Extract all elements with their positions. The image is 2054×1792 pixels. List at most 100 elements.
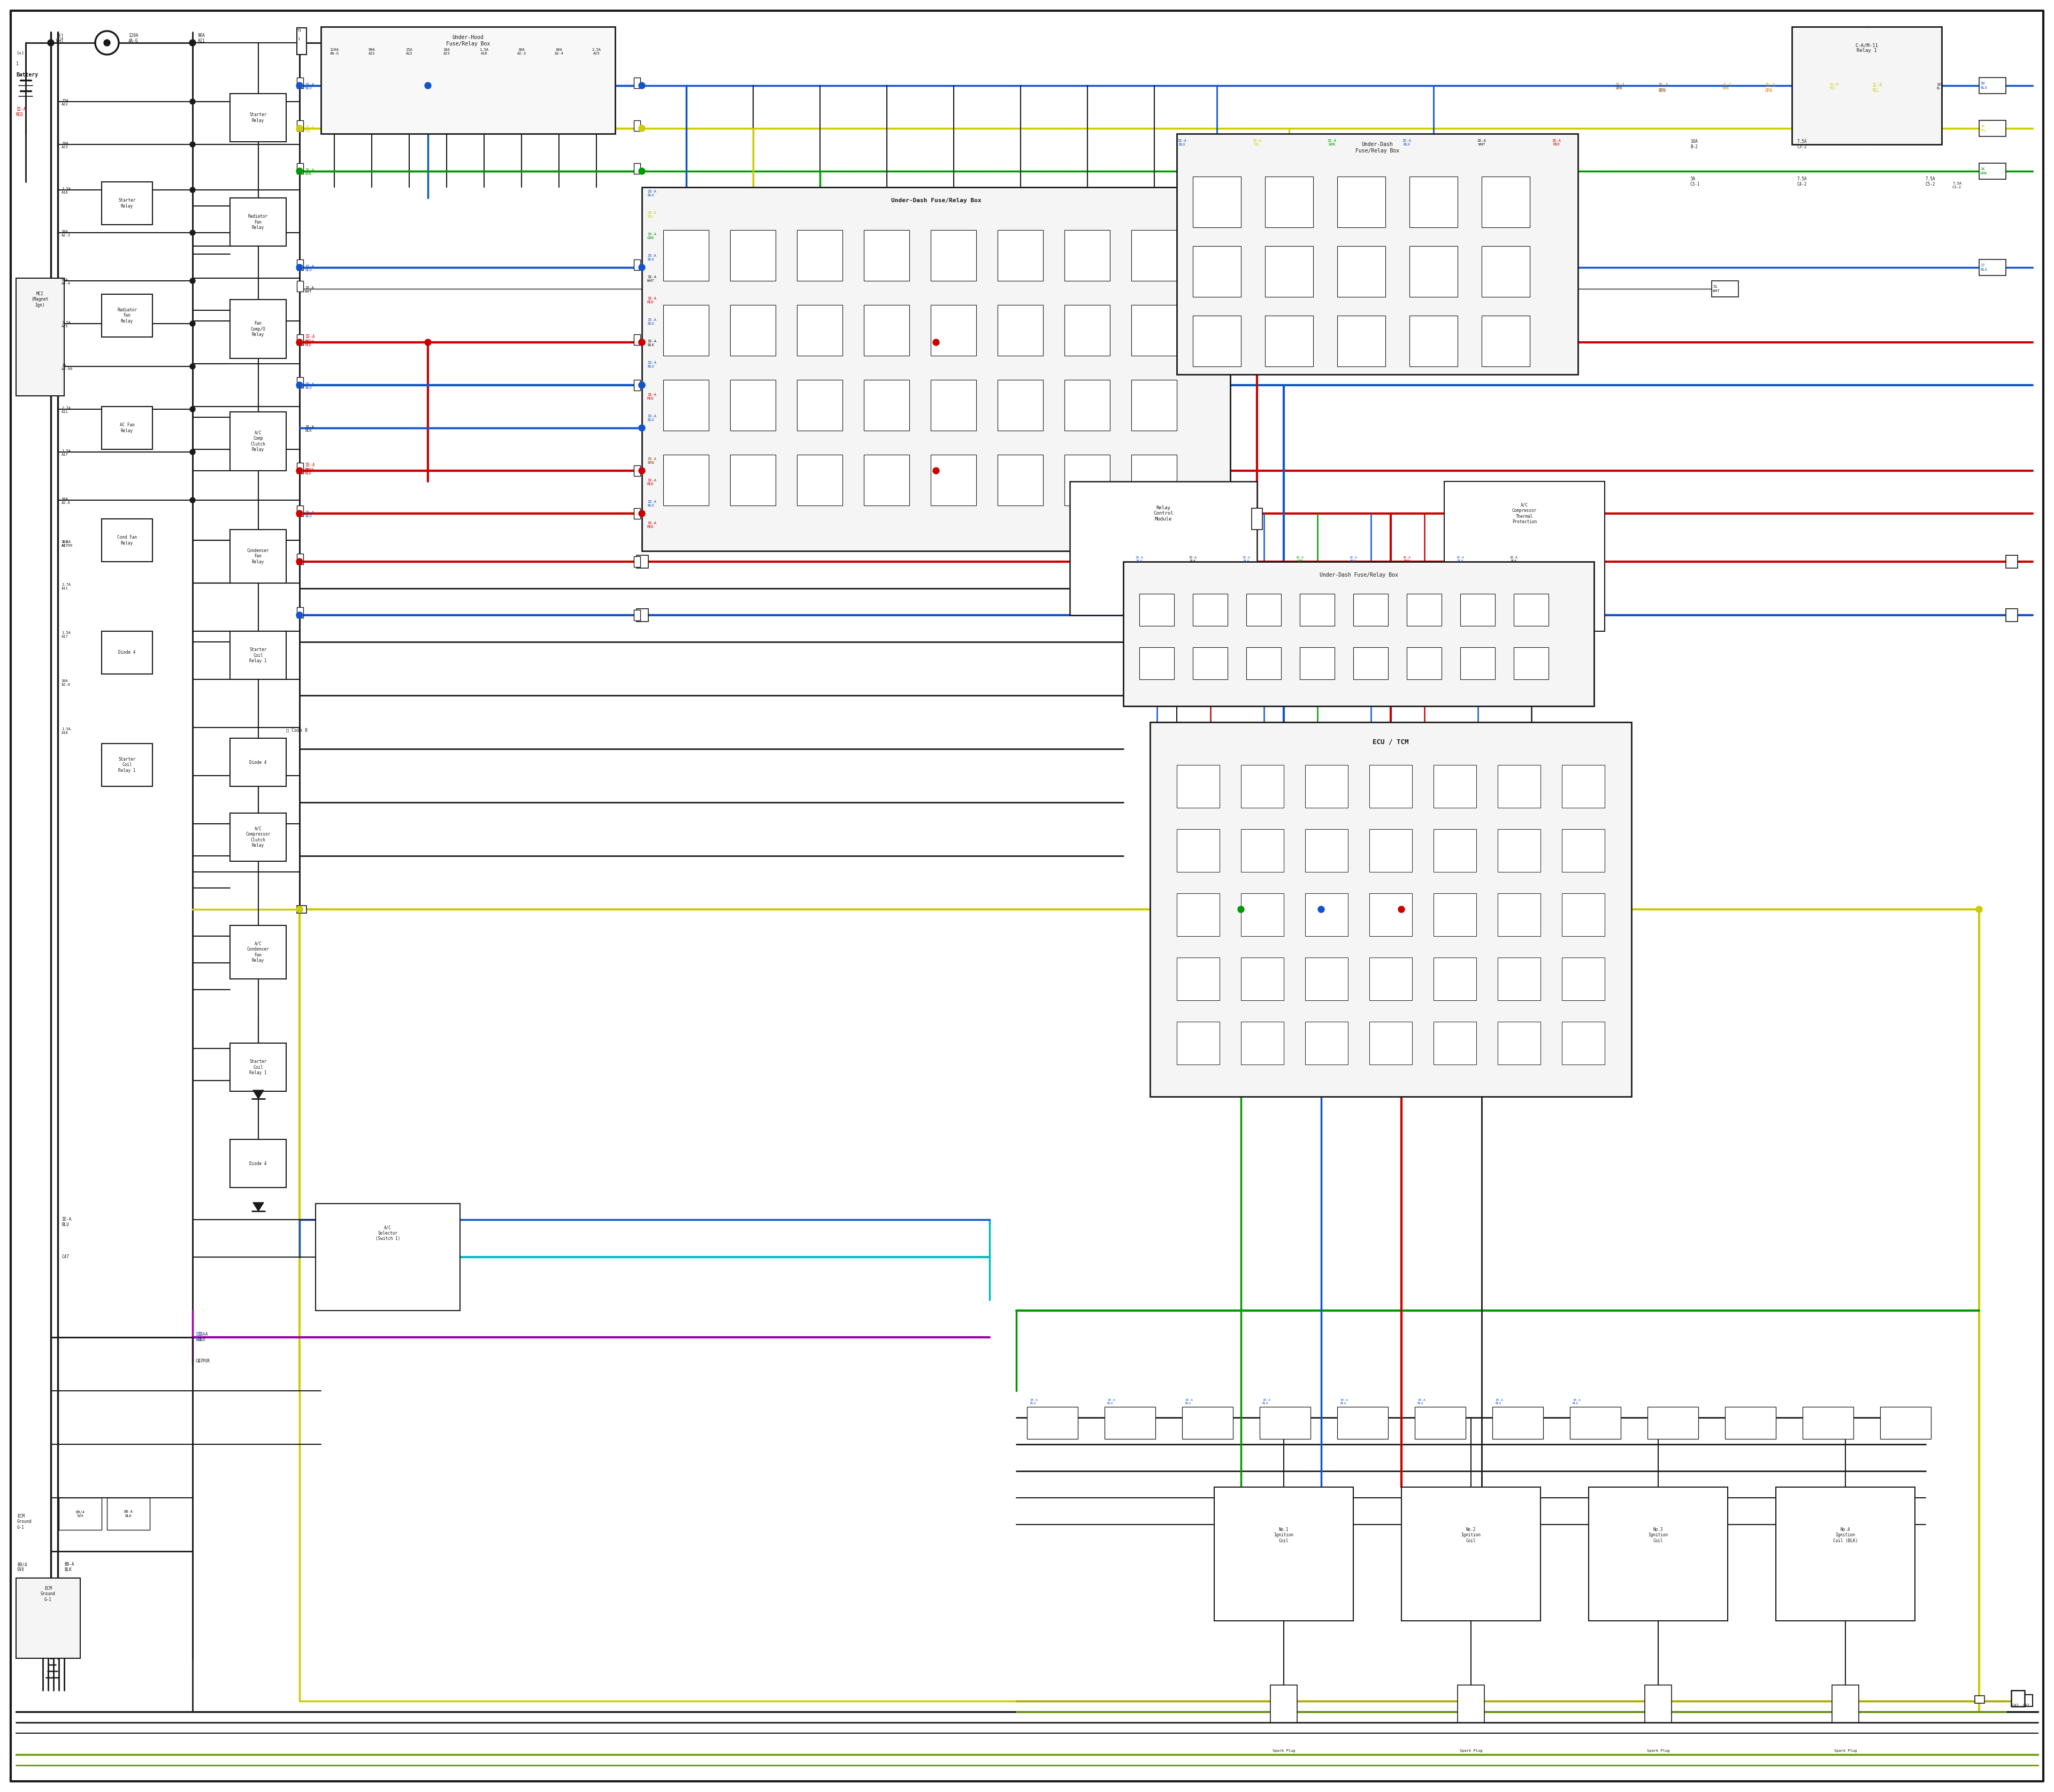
Text: 30A
A2-6: 30A A2-6 <box>62 498 70 504</box>
Text: ECM
Ground
G-1: ECM Ground G-1 <box>41 1586 55 1602</box>
Bar <box>101 744 152 787</box>
Text: Starter
Coil
Relay 1: Starter Coil Relay 1 <box>249 1059 267 1075</box>
Bar <box>60 1498 101 1530</box>
Bar <box>1493 1407 1543 1439</box>
Text: (+): (+) <box>16 50 25 56</box>
Circle shape <box>425 82 431 90</box>
Text: IE-A
BLU: IE-A BLU <box>647 500 657 507</box>
Bar <box>1561 830 1604 873</box>
Bar <box>298 462 304 473</box>
Bar <box>797 305 842 357</box>
Bar <box>1177 830 1220 873</box>
Bar <box>729 305 776 357</box>
Bar <box>316 1204 460 1310</box>
Bar <box>298 335 304 346</box>
Bar <box>298 260 304 271</box>
Bar <box>1879 1407 1931 1439</box>
Bar <box>230 93 286 142</box>
Bar <box>298 281 304 292</box>
Text: 15A
A22: 15A A22 <box>407 48 413 56</box>
Bar <box>729 229 776 281</box>
Text: 2.5A
A25: 2.5A A25 <box>62 321 70 328</box>
Circle shape <box>189 39 195 47</box>
Bar <box>635 466 641 477</box>
Bar <box>1105 1407 1154 1439</box>
Text: Under-Dash Fuse/Relay Box: Under-Dash Fuse/Relay Box <box>1319 572 1399 577</box>
Bar <box>1481 246 1530 297</box>
Bar <box>663 229 709 281</box>
Text: Spark Plug: Spark Plug <box>1647 1749 1670 1753</box>
Text: IE-A
BRN: IE-A BRN <box>647 457 657 464</box>
Bar <box>635 77 641 88</box>
Text: IE-A
BLU: IE-A BLU <box>1263 1400 1269 1405</box>
Circle shape <box>639 168 645 174</box>
Text: No.2
Ignition
Coil: No.2 Ignition Coil <box>1460 1527 1481 1543</box>
Bar <box>1711 281 1738 297</box>
Bar <box>1337 177 1384 228</box>
Text: B9/4
SVX: B9/4 SVX <box>16 1563 27 1572</box>
Bar <box>1214 1487 1354 1620</box>
Bar <box>1304 765 1347 808</box>
Text: 15A
A22: 15A A22 <box>62 99 68 106</box>
Bar <box>1124 561 1594 706</box>
Bar <box>797 380 842 430</box>
Polygon shape <box>253 1202 263 1211</box>
Bar <box>635 120 641 131</box>
Text: IE-A
GRN: IE-A GRN <box>304 168 314 176</box>
Bar <box>797 229 842 281</box>
Bar <box>298 905 306 914</box>
Bar <box>298 163 304 174</box>
Bar <box>1370 1021 1413 1064</box>
Text: IL-1
ORN: IL-1 ORN <box>1764 82 1775 93</box>
Text: C47: C47 <box>2023 1704 2029 1708</box>
Text: T1: T1 <box>298 29 302 32</box>
Circle shape <box>296 511 302 516</box>
Bar <box>1460 593 1495 625</box>
Bar <box>1409 246 1458 297</box>
Bar <box>1241 765 1284 808</box>
Bar <box>637 556 649 568</box>
Bar <box>1434 957 1477 1000</box>
Text: IE-A
BLU: IE-A BLU <box>1185 1400 1193 1405</box>
Circle shape <box>639 382 645 389</box>
Text: Under-Dash
Fuse/Relay Box: Under-Dash Fuse/Relay Box <box>1356 142 1399 154</box>
Circle shape <box>1239 907 1245 912</box>
Bar <box>641 186 1230 550</box>
Text: C47: C47 <box>2013 1704 2019 1708</box>
Text: No.4
Ignition
Coil (BLK): No.4 Ignition Coil (BLK) <box>1832 1527 1857 1543</box>
Bar <box>101 407 152 450</box>
Circle shape <box>189 142 195 147</box>
Text: 1.5A
A17: 1.5A A17 <box>62 450 70 457</box>
Circle shape <box>639 339 645 346</box>
Circle shape <box>933 339 939 346</box>
Bar <box>320 27 614 134</box>
Bar <box>1177 134 1577 375</box>
Bar <box>101 520 152 561</box>
Bar <box>1497 830 1540 873</box>
Circle shape <box>296 907 302 912</box>
Bar <box>1409 315 1458 366</box>
Bar <box>1247 647 1282 679</box>
Bar <box>1777 1487 1914 1620</box>
Bar <box>1497 1021 1540 1064</box>
Bar <box>663 455 709 505</box>
Text: Cond Fan
Relay: Cond Fan Relay <box>117 536 138 545</box>
Bar <box>230 925 286 978</box>
Bar <box>230 412 286 471</box>
Text: 2A
A2-99: 2A A2-99 <box>62 364 72 371</box>
Text: 1K
GRN: 1K GRN <box>1980 168 1986 174</box>
Bar <box>2011 1690 2025 1706</box>
Text: C47: C47 <box>195 1358 203 1364</box>
Bar <box>1251 509 1263 530</box>
Bar <box>930 305 976 357</box>
Bar <box>1832 1684 1859 1722</box>
Text: 40A
A2-4: 40A A2-4 <box>62 278 70 285</box>
Text: IE-A
BLU: IE-A BLU <box>1417 1400 1425 1405</box>
Bar <box>998 229 1043 281</box>
Bar <box>1561 894 1604 935</box>
Circle shape <box>296 468 302 473</box>
Text: 7.5A
C3-2: 7.5A C3-2 <box>1797 140 1808 149</box>
Bar <box>1304 957 1347 1000</box>
Bar <box>230 738 286 787</box>
Text: Spark Plug: Spark Plug <box>1271 1749 1296 1753</box>
